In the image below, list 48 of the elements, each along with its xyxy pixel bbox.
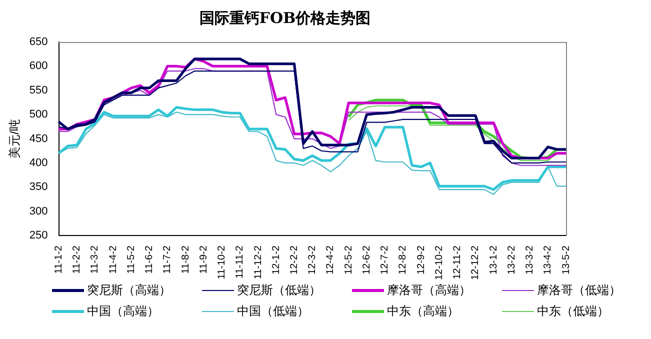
y-tick-label: 650 — [29, 36, 48, 48]
legend-label: 中东（低端） — [537, 303, 609, 320]
y-tick-label: 300 — [29, 205, 48, 218]
y-tick-label: 350 — [29, 181, 48, 194]
x-tick-label: 11-5-2 — [126, 245, 137, 274]
x-tick-label: 13-3-2 — [524, 245, 536, 274]
legend-label: 中国（低端） — [237, 303, 309, 320]
legend-label: 中国（高端） — [87, 303, 159, 320]
x-tick-label: 12-3-2 — [307, 245, 318, 274]
x-tick-label: 11-8-2 — [180, 245, 192, 274]
legend-label: 摩洛哥（高端） — [387, 282, 471, 299]
x-tick-label: 12-5-2 — [343, 245, 354, 274]
x-tick-label: 12-11-2 — [452, 245, 464, 280]
legend-label: 突尼斯（高端） — [87, 282, 171, 299]
x-tick-label: 11-1-2 — [54, 245, 65, 274]
x-tick-label: 11-2-2 — [72, 245, 83, 274]
x-tick-label: 11-10-2 — [216, 245, 228, 280]
legend-label: 摩洛哥（低端） — [537, 282, 621, 299]
x-tick-label: 11-9-2 — [198, 245, 210, 274]
x-tick-label: 12-7-2 — [380, 245, 391, 274]
legend-label: 突尼斯（低端） — [237, 282, 321, 299]
x-tick-label: 13-2-2 — [506, 245, 518, 274]
x-tick-label: 12-12-2 — [470, 245, 482, 280]
x-tick-label: 11-7-2 — [162, 245, 174, 274]
x-tick-label: 11-4-2 — [108, 245, 119, 274]
y-tick-label: 600 — [29, 60, 48, 72]
x-tick-label: 12-9-2 — [416, 245, 427, 274]
x-tick-label: 12-6-2 — [361, 245, 372, 274]
y-tick-label: 550 — [29, 84, 48, 96]
x-tick-label: 13-4-2 — [542, 245, 554, 274]
x-tick-label: 13-5-2 — [560, 245, 572, 274]
y-tick-label: 400 — [29, 156, 48, 169]
x-tick-label: 12-4-2 — [325, 245, 336, 274]
y-tick-label: 500 — [29, 108, 48, 121]
legend-label: 中东（高端） — [387, 303, 459, 320]
x-tick-label: 12-8-2 — [398, 245, 409, 274]
x-tick-label: 11-6-2 — [144, 245, 156, 274]
y-tick-label: 450 — [29, 132, 48, 145]
x-tick-label: 11-11-2 — [234, 245, 246, 279]
y-axis-title: 美元/吨 — [8, 119, 22, 158]
x-tick-label: 12-1-2 — [270, 245, 282, 274]
y-tick-label: 250 — [29, 230, 48, 242]
chart-title: 国际重钙FOB价格走势图 — [199, 8, 371, 27]
x-tick-label: 11-12-2 — [252, 245, 264, 280]
x-tick-label: 12-10-2 — [434, 245, 445, 280]
x-tick-label: 12-2-2 — [289, 245, 300, 274]
x-tick-label: 11-3-2 — [90, 245, 101, 274]
x-tick-label: 13-1-2 — [488, 245, 500, 274]
